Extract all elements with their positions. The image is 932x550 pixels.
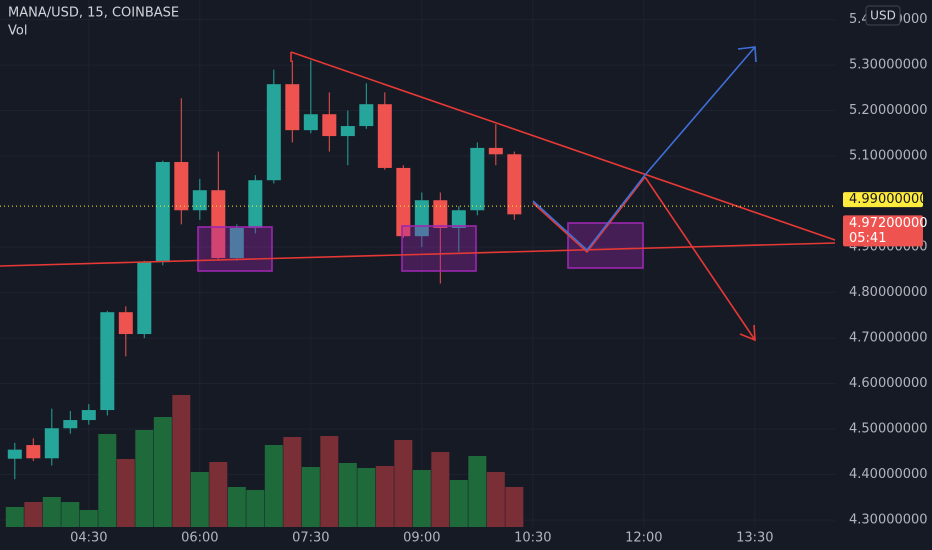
candle-body: [63, 420, 78, 429]
candle-body: [211, 190, 226, 259]
price-line-label: 4.99000000: [849, 192, 928, 207]
candle-body: [7, 449, 22, 459]
y-tick-label: 4.40000000: [849, 467, 928, 482]
volume-bar: [375, 466, 394, 527]
volume-bar: [209, 462, 228, 527]
volume-bar: [24, 502, 43, 527]
volume-bar: [190, 472, 209, 527]
candle-body: [229, 228, 244, 259]
x-tick-label: 13:30: [736, 531, 773, 546]
candle-body: [322, 114, 337, 137]
volume-bar: [61, 502, 80, 527]
volume-bar: [98, 434, 117, 527]
candle-body: [248, 180, 263, 229]
x-tick-label: 07:30: [292, 531, 329, 546]
volume-label: Vol: [8, 24, 27, 39]
volume-bar: [172, 395, 191, 527]
projection-path: [644, 176, 756, 341]
volume-bar: [264, 445, 283, 527]
currency-label[interactable]: USD: [870, 9, 896, 23]
volume-bar: [412, 470, 431, 527]
projection-path: [532, 46, 756, 252]
y-tick-label: 4.50000000: [849, 422, 928, 437]
last-price-label: 4.97200000: [849, 216, 928, 231]
candle-body: [81, 410, 96, 421]
volume-pane: [5, 395, 524, 527]
volume-bar: [283, 437, 302, 527]
volume-bar: [394, 440, 413, 527]
arrow-head: [739, 324, 756, 342]
y-tick-label: 4.70000000: [849, 331, 928, 346]
trend-line: [0, 242, 836, 267]
x-tick-label: 09:00: [403, 531, 440, 546]
y-tick-label: 4.30000000: [849, 513, 928, 528]
chart-title: MANA/USD, 15, COINBASE: [8, 6, 179, 21]
y-tick-label: 4.60000000: [849, 376, 928, 391]
volume-bar: [431, 452, 450, 527]
candle-body: [266, 84, 281, 181]
candle-body: [174, 162, 189, 211]
projection-path: [532, 176, 646, 254]
volume-bar: [246, 490, 265, 527]
candle-body: [26, 445, 41, 459]
candle-body: [100, 312, 115, 411]
volume-bar: [227, 487, 246, 527]
candle-body: [137, 262, 152, 335]
candle-body: [470, 147, 485, 211]
candle-body: [396, 167, 411, 237]
candle-body: [433, 200, 448, 229]
price-line-tag: [843, 192, 923, 208]
y-tick-label: 4.80000000: [849, 285, 928, 300]
volume-bar: [338, 463, 357, 527]
x-tick-label: 06:00: [181, 531, 218, 546]
x-tick-label: 04:30: [70, 531, 107, 546]
volume-bar: [135, 430, 154, 527]
volume-bar: [468, 456, 487, 527]
candle-body: [303, 114, 318, 131]
volume-bar: [153, 417, 172, 527]
candle-body: [507, 154, 522, 215]
candle-body: [192, 190, 207, 211]
volume-bar: [79, 510, 98, 527]
volume-bar: [449, 480, 468, 527]
zone-box: [197, 226, 273, 272]
volume-bar: [42, 497, 61, 527]
currency-button[interactable]: [865, 5, 901, 26]
x-tick-label: 10:30: [514, 531, 551, 546]
volume-bar: [5, 507, 24, 527]
candle-body: [155, 162, 170, 263]
last-price-tag: [843, 215, 923, 247]
x-tick-label: 12:00: [625, 531, 662, 546]
candle-body: [451, 210, 466, 229]
zone-box: [401, 225, 477, 272]
candle-body: [340, 126, 355, 137]
volume-bar: [505, 487, 524, 527]
drawings: [0, 46, 836, 342]
candle-body: [377, 104, 392, 168]
volume-bar: [357, 468, 376, 527]
y-tick-label: 5.10000000: [849, 149, 928, 164]
volume-bar: [486, 472, 505, 527]
candle-body: [44, 428, 59, 459]
volume-bar: [320, 436, 339, 527]
candle-body: [285, 84, 300, 131]
trend-line: [290, 51, 836, 241]
arrow-head: [737, 46, 757, 63]
volume-bar: [301, 467, 320, 527]
candle-body: [359, 104, 374, 127]
volume-bar: [116, 459, 135, 527]
axes: 5.400000005.300000005.200000005.10000000…: [0, 12, 928, 546]
candle-body: [488, 147, 503, 155]
countdown-label: 05:41: [849, 231, 886, 246]
y-tick-label: 5.30000000: [849, 58, 928, 73]
candle-body: [118, 312, 133, 335]
y-tick-label: 5.20000000: [849, 103, 928, 118]
candle-body: [414, 200, 429, 237]
